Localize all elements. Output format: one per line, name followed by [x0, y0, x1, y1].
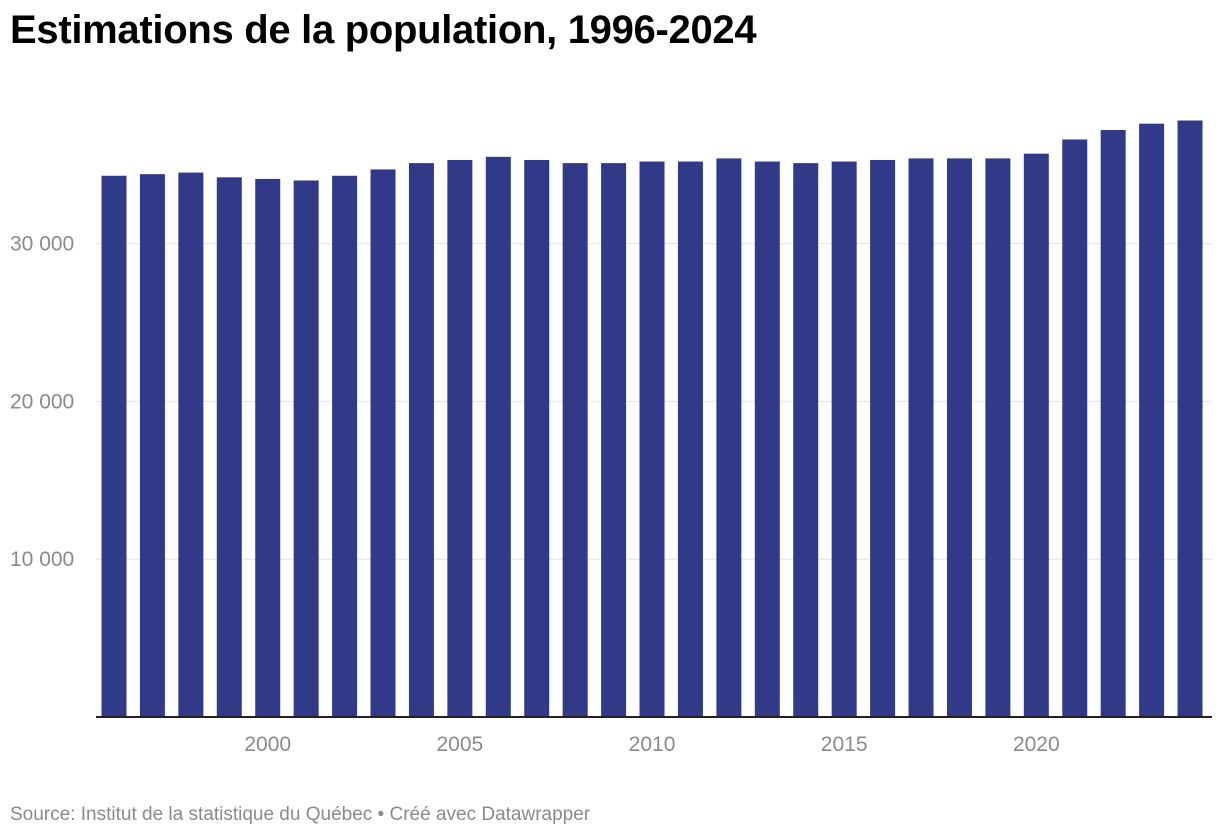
y-tick-label: 10 000 [10, 548, 74, 571]
x-tick-label: 2020 [1013, 733, 1060, 756]
bar-2002 [332, 175, 358, 717]
bar-1997 [139, 174, 165, 718]
bar-2023 [1139, 123, 1165, 718]
y-tick-label: 20 000 [10, 390, 74, 413]
x-axis-tick-labels: 2000 2005 2010 2015 2020 [244, 733, 1059, 756]
bar-chart: 10 000 20 000 30 000 2000 2005 2010 2015 2020 [10, 120, 1212, 756]
bar-2013 [754, 161, 780, 718]
bar-2000 [255, 178, 281, 717]
y-tick-label: 30 000 [10, 233, 74, 256]
bar-2014 [793, 163, 819, 717]
bar-2018 [946, 158, 972, 717]
bar-2003 [370, 169, 396, 717]
y-axis-tick-labels: 10 000 20 000 30 000 [10, 233, 74, 572]
source-note: Source: Institut de la statistique du Qu… [10, 804, 591, 825]
bar-2010 [639, 161, 665, 718]
bar-1999 [216, 177, 242, 717]
bar-2006 [485, 156, 511, 717]
bar-2015 [831, 161, 857, 718]
bar-2017 [908, 158, 934, 717]
bar-2008 [562, 163, 588, 717]
x-tick-label: 2005 [437, 733, 484, 756]
bar-2021 [1062, 139, 1088, 717]
chart-title: Estimations de la population, 1996-2024 [10, 8, 757, 52]
bars [101, 120, 1203, 718]
bar-1996 [101, 175, 127, 717]
bar-2024 [1177, 120, 1203, 717]
x-tick-label: 2010 [629, 733, 676, 756]
bar-2020 [1023, 153, 1049, 717]
bar-2011 [677, 161, 703, 718]
x-tick-label: 2000 [244, 733, 291, 756]
bar-2019 [985, 158, 1011, 717]
bar-2005 [447, 159, 473, 718]
bar-2004 [408, 163, 434, 717]
bar-2007 [524, 159, 550, 718]
x-tick-label: 2015 [821, 733, 868, 756]
bar-2009 [601, 163, 627, 717]
bar-2001 [293, 180, 319, 718]
bar-2016 [870, 159, 896, 718]
bar-1998 [178, 172, 204, 718]
bar-2022 [1100, 129, 1126, 718]
bar-2012 [716, 158, 742, 717]
